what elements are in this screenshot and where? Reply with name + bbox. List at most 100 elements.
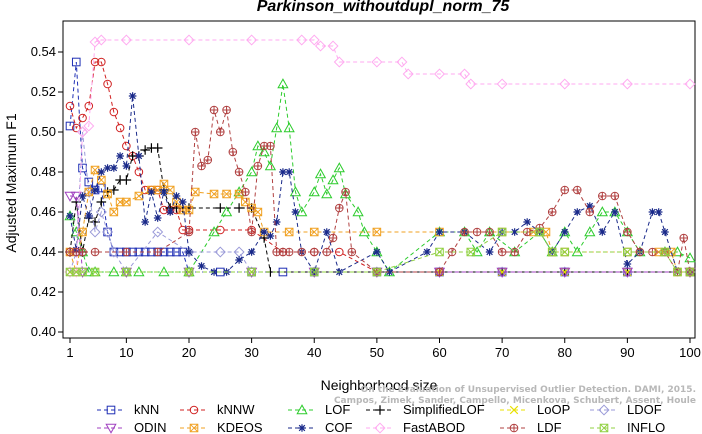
data-point	[190, 187, 200, 197]
x-tick-label: 10	[119, 345, 133, 360]
data-point	[309, 247, 319, 257]
legend-item-odin: ODIN	[97, 420, 167, 434]
data-point	[78, 247, 87, 257]
data-point	[103, 189, 112, 199]
data-point	[253, 207, 263, 217]
data-point	[65, 101, 75, 111]
data-point	[102, 187, 113, 197]
data-point	[235, 168, 243, 176]
data-point	[573, 186, 582, 194]
data-point	[510, 248, 519, 256]
data-point	[203, 156, 212, 164]
data-point	[648, 208, 657, 216]
data-point	[279, 168, 287, 176]
y-tick-label: 0.52	[31, 84, 56, 99]
data-point	[165, 247, 175, 257]
y-axis-label: Adjusted Maximum F1	[3, 113, 19, 252]
data-point	[189, 423, 199, 433]
data-point	[560, 247, 570, 257]
series-line-ldf	[70, 109, 691, 274]
data-point	[160, 188, 168, 196]
data-point	[611, 208, 619, 216]
x-tick-label: 60	[432, 345, 446, 360]
watermark-line-2: Campos, Zimek, Sander, Campello, Micenko…	[334, 396, 696, 406]
data-point	[289, 186, 302, 197]
data-point	[621, 267, 634, 278]
data-point	[91, 248, 99, 256]
data-point	[184, 267, 194, 277]
legend-label: ODIN	[134, 420, 167, 434]
series-line-lof	[69, 83, 691, 273]
data-point	[314, 168, 327, 179]
legend-label: LDOF	[627, 402, 662, 417]
data-point	[172, 192, 181, 200]
data-point	[435, 247, 444, 257]
data-point	[222, 105, 231, 115]
data-point	[197, 262, 206, 270]
data-point	[184, 227, 194, 237]
data-point	[283, 122, 295, 133]
series-knn	[65, 57, 695, 277]
data-point	[334, 247, 344, 257]
data-point	[78, 248, 87, 256]
data-point	[66, 212, 74, 220]
data-point	[229, 148, 237, 156]
data-point	[70, 266, 82, 278]
x-tick-label: 30	[244, 345, 258, 360]
data-point	[89, 36, 101, 48]
data-point	[623, 228, 632, 236]
data-point	[103, 227, 112, 237]
data-point	[64, 191, 76, 202]
data-point	[115, 123, 125, 133]
x-tick-label: 80	[558, 345, 572, 360]
data-point	[375, 405, 385, 415]
y-tick-label: 0.44	[31, 244, 56, 259]
data-point	[105, 423, 117, 434]
data-point	[134, 167, 144, 177]
data-point	[266, 142, 275, 150]
legend-item-ldf: LDF	[500, 420, 562, 434]
series-lof	[64, 78, 696, 277]
legend: kNN kNNW LOF SimplifiedLOF LoOP LDOF ODIN KDEOS…	[97, 402, 665, 434]
data-point	[116, 152, 124, 160]
data-point	[83, 120, 95, 132]
data-point	[460, 227, 469, 237]
data-point	[308, 186, 320, 197]
data-point	[296, 206, 308, 217]
data-point	[183, 246, 195, 258]
data-point	[621, 78, 633, 90]
data-point	[372, 267, 382, 277]
data-point	[166, 208, 175, 216]
data-point	[598, 191, 607, 201]
data-point	[465, 78, 477, 90]
legend-item-kdeos: KDEOS	[180, 420, 263, 434]
legend-label: INFLO	[627, 420, 665, 434]
data-point	[335, 204, 344, 212]
data-point	[78, 113, 87, 123]
data-point	[153, 247, 162, 257]
legend-item-ldof: LDOF	[590, 402, 662, 417]
data-point	[277, 78, 289, 89]
y-tick-label: 0.48	[31, 164, 56, 179]
data-point	[559, 267, 571, 278]
data-point	[121, 175, 132, 185]
legend-item-inflo: INFLO	[590, 420, 665, 434]
data-point	[596, 206, 608, 217]
data-point	[572, 185, 582, 195]
watermark-line-1: On the Evaluation of Unsupervised Outlie…	[361, 385, 696, 395]
data-point	[496, 267, 508, 278]
data-point	[385, 268, 394, 276]
data-point	[509, 423, 519, 433]
data-point	[216, 225, 225, 235]
data-point	[178, 198, 187, 206]
data-point	[309, 267, 319, 277]
legend-label: FastABOD	[403, 420, 465, 434]
data-point	[109, 247, 119, 257]
data-point	[685, 267, 695, 277]
data-point	[108, 266, 120, 277]
data-point	[661, 228, 669, 236]
series-line-fastabod	[70, 39, 690, 273]
data-point	[89, 226, 101, 238]
data-point	[510, 424, 518, 432]
data-point	[322, 247, 332, 257]
